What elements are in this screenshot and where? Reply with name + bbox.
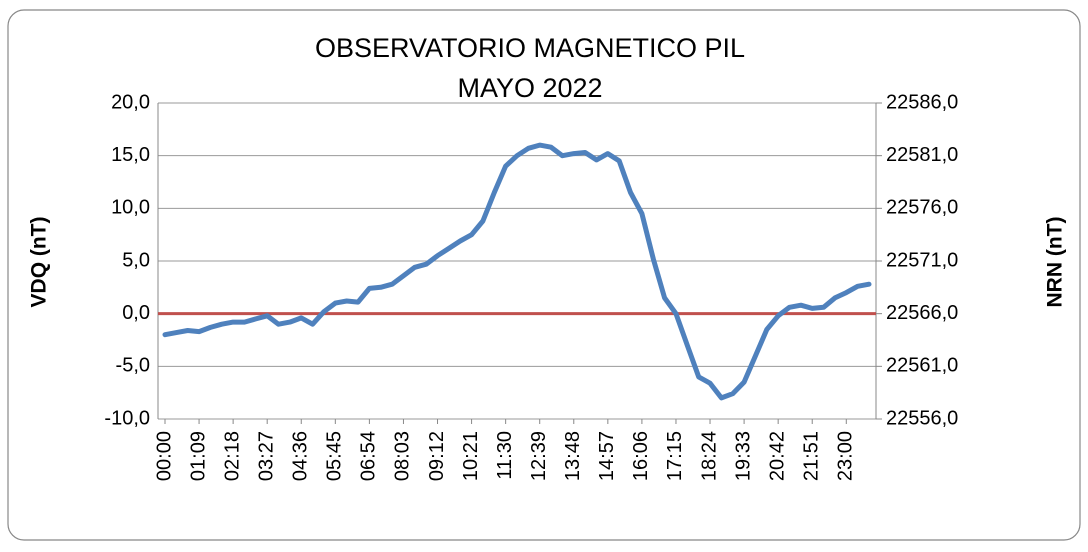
x-tick-label: 06:54	[358, 431, 380, 481]
x-tick-label: 03:27	[255, 431, 277, 481]
x-tick-label: 08:03	[392, 431, 414, 481]
y2-tick-label: 22586,0	[886, 91, 958, 113]
x-tick-label: 09:12	[426, 431, 448, 481]
x-tick-label: 23:00	[835, 431, 857, 481]
x-tick-label: 05:45	[324, 431, 346, 481]
y2-tick-label: 22566,0	[886, 302, 958, 324]
y-tick-label: 20,0	[111, 91, 150, 113]
x-tick-label: 00:00	[153, 431, 175, 481]
x-tick-label: 04:36	[290, 431, 312, 481]
y-tick-label: 5,0	[122, 249, 150, 271]
y2-tick-label: 22556,0	[886, 407, 958, 429]
y2-tick-label: 22571,0	[886, 249, 958, 271]
x-tick-label: 13:48	[562, 431, 584, 481]
x-tick-label: 01:09	[187, 431, 209, 481]
x-tick-label: 19:33	[732, 431, 754, 481]
x-tick-label: 20:42	[766, 431, 788, 481]
x-tick-label: 10:21	[460, 431, 482, 481]
y-tick-label: 0,0	[122, 302, 150, 324]
chart-title: OBSERVATORIO MAGNETICO PIL	[315, 33, 745, 63]
x-tick-label: 14:57	[596, 431, 618, 481]
y-axis-label: VDQ (nT)	[28, 217, 51, 308]
x-tick-label: 16:06	[630, 431, 652, 481]
data-line	[162, 142, 872, 401]
y-tick-label: -5,0	[116, 355, 150, 377]
y2-axis-label: NRN (nT)	[1044, 217, 1067, 308]
x-tick-label: 02:18	[221, 431, 243, 481]
y-tick-label: 15,0	[111, 144, 150, 166]
x-tick-label: 11:30	[494, 431, 516, 480]
x-tick-label: 12:39	[528, 431, 550, 481]
chart-subtitle: MAYO 2022	[457, 73, 602, 103]
x-tick-label: 18:24	[698, 431, 720, 481]
y-tick-label: 10,0	[111, 197, 150, 219]
x-tick-label: 21:51	[801, 431, 823, 481]
x-tick-label: 17:15	[664, 431, 686, 481]
y2-tick-label: 22561,0	[886, 355, 958, 377]
y-tick-label: -10,0	[104, 407, 150, 429]
chart-frame	[7, 9, 1081, 541]
y2-tick-label: 22581,0	[886, 144, 958, 166]
y2-tick-label: 22576,0	[886, 197, 958, 219]
